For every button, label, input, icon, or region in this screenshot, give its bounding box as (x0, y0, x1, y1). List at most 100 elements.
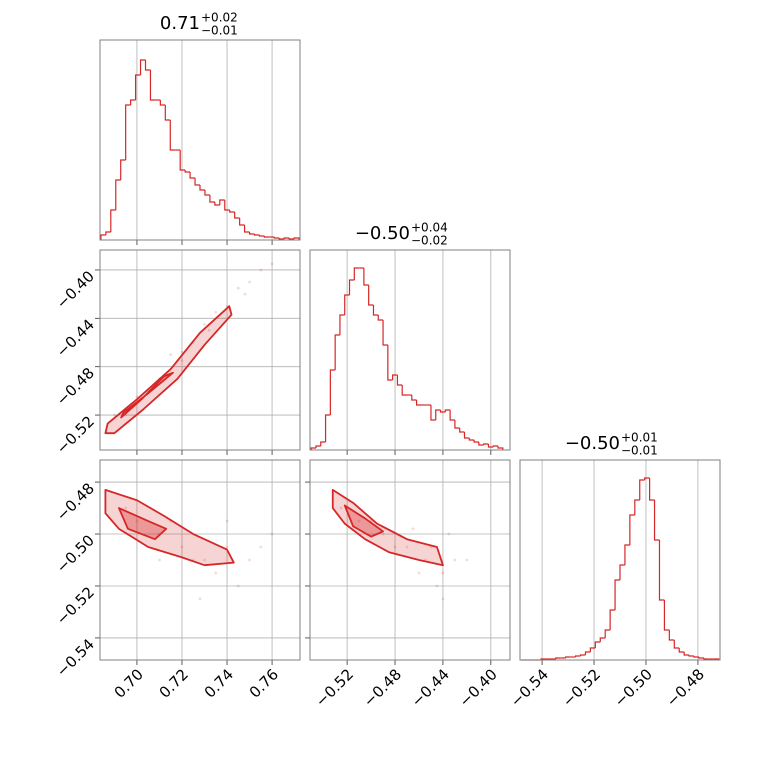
histogram-bin (288, 238, 295, 240)
sample-point (203, 322, 206, 326)
histogram-bin (487, 444, 494, 448)
sample-point (113, 413, 116, 417)
histogram-bin (324, 414, 331, 442)
histogram-bin (199, 185, 205, 191)
histogram-bin (204, 190, 210, 196)
histogram-bin (649, 478, 655, 501)
histogram-bin (219, 199, 225, 205)
histogram-bin (283, 237, 290, 239)
histogram-bin (194, 178, 200, 186)
x-tick-label: −0.54 (507, 665, 552, 710)
histogram-bin (668, 630, 675, 641)
histogram-bin (411, 395, 417, 401)
histogram-bin (258, 235, 265, 237)
histogram-bin (189, 172, 196, 179)
sample-point (441, 597, 445, 601)
histogram-bin (584, 651, 591, 655)
histogram-bin (115, 179, 121, 210)
sample-point (207, 329, 211, 332)
histogram-bin (663, 600, 670, 631)
panel-title: −0.50 (355, 223, 410, 244)
y-tick-label: −0.40 (53, 267, 98, 312)
histogram-bin (134, 74, 141, 100)
histogram-bin (594, 641, 601, 648)
sample-point (236, 584, 240, 588)
histogram-bin (683, 652, 690, 656)
histogram-bin (293, 237, 300, 240)
histogram-bin (329, 369, 336, 415)
y-tick-label: −0.52 (53, 412, 98, 457)
title-lower: −0.02 (411, 234, 448, 248)
histogram-bin (164, 105, 171, 121)
histogram-bin (169, 120, 176, 151)
histogram-bin (224, 200, 230, 211)
histogram-bin (353, 267, 360, 280)
histogram-bin (555, 657, 561, 659)
sample-point (158, 558, 161, 562)
histogram-bin (139, 59, 146, 75)
title-upper: +0.04 (411, 221, 448, 235)
sample-point (225, 545, 229, 549)
histogram-bin (589, 647, 596, 652)
title-lower: −0.01 (621, 444, 658, 458)
sample-point (453, 558, 457, 562)
histogram-bin (310, 447, 316, 450)
y-tick-label: −0.48 (53, 364, 98, 409)
sample-point (169, 353, 173, 356)
histogram-bin (209, 195, 215, 203)
histogram-bin (624, 544, 630, 565)
sample-point (198, 597, 202, 601)
histogram-bin (105, 231, 111, 235)
histogram-bin (415, 400, 422, 406)
histogram-bin (334, 334, 340, 370)
histogram-bin (363, 268, 369, 286)
contour-level (120, 371, 174, 419)
sample-point (180, 545, 184, 549)
panel-frame (99, 459, 301, 661)
sample-point (243, 292, 247, 296)
histogram-bin (658, 540, 665, 601)
sample-point (259, 545, 263, 549)
sample-point (180, 359, 184, 363)
histogram-bin (492, 445, 499, 447)
histogram-bin (634, 499, 640, 515)
sample-point (225, 519, 229, 523)
sample-point (248, 558, 251, 562)
histogram-bin (673, 640, 680, 649)
sample-point (270, 262, 274, 266)
sample-point (259, 268, 263, 272)
histogram-bin (478, 442, 484, 446)
x-tick-label: −0.48 (663, 665, 708, 710)
histogram-bin (579, 654, 586, 656)
histogram-bin (243, 225, 250, 233)
histogram-bin (653, 500, 660, 541)
histogram-bin (604, 629, 611, 638)
histogram-bin (430, 405, 436, 421)
histogram-bin (392, 374, 398, 380)
y-tick-label: −0.50 (53, 531, 98, 576)
histogram-bin (120, 159, 126, 180)
histogram-bin (179, 150, 186, 171)
contour-level (331, 488, 444, 567)
histogram-bin (639, 479, 645, 500)
x-tick-label: −0.44 (408, 665, 453, 710)
histogram-bin (483, 443, 489, 445)
sample-point (248, 280, 251, 284)
histogram-bin (644, 477, 650, 480)
histogram-bin (110, 209, 116, 232)
histogram-bin (130, 99, 136, 105)
histogram-bin (387, 345, 393, 381)
histogram-bin (473, 440, 479, 443)
sample-point (405, 545, 409, 549)
contour-level (118, 507, 168, 541)
sample-point (465, 558, 469, 562)
panel-frame (309, 249, 511, 451)
histogram-bin (698, 657, 704, 659)
x-tick-label: −0.50 (611, 665, 656, 710)
sample-point (411, 527, 415, 531)
histogram-bin (278, 238, 285, 240)
y-tick-label: −0.44 (53, 316, 98, 361)
histogram-bin (401, 385, 408, 396)
histogram-bin (599, 637, 606, 642)
histogram-bin (468, 438, 475, 441)
